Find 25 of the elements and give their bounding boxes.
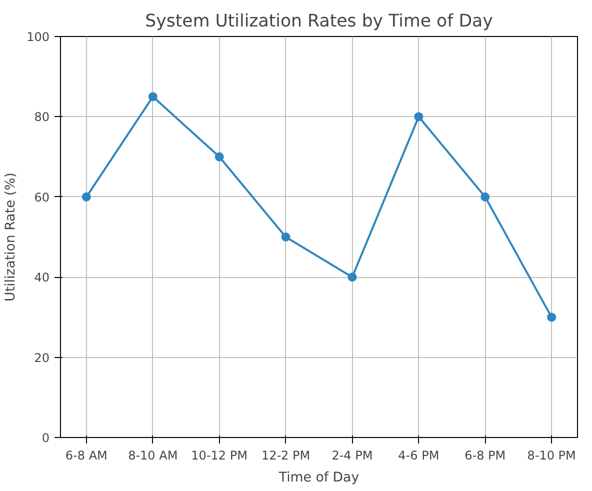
y-tick-label: 40 xyxy=(34,270,50,285)
x-tick-label: 6-8 PM xyxy=(464,448,506,462)
x-axis-title: Time of Day xyxy=(278,470,360,486)
point xyxy=(480,192,490,202)
x-tick-label: 8-10 AM xyxy=(128,448,178,462)
y-tick-label: 20 xyxy=(34,350,50,365)
point xyxy=(547,312,556,322)
point xyxy=(281,232,290,242)
point xyxy=(214,152,224,162)
point xyxy=(148,92,158,102)
x-tick-label: 6-8 AM xyxy=(65,448,108,462)
x-tick-label: 8-10 PM xyxy=(527,448,576,462)
x-tick-label: 10-12 PM xyxy=(191,448,248,462)
y-tick-label: 100 xyxy=(26,30,50,44)
x-tick-label: 2-4 PM xyxy=(332,448,373,462)
x-tick-label: 4-6 PM xyxy=(398,448,440,462)
y-tick-label: 60 xyxy=(34,190,50,204)
point xyxy=(348,272,357,282)
point xyxy=(414,112,424,122)
chart-title: System Utilization Rates by Time of Day xyxy=(145,12,493,32)
y-tick-label: 80 xyxy=(34,110,50,124)
y-axis-title: Utilization Rate (%) xyxy=(4,172,19,302)
point xyxy=(82,192,91,202)
x-tick-label: 12-2 PM xyxy=(261,448,310,462)
y-tick-label: 0 xyxy=(42,431,50,445)
